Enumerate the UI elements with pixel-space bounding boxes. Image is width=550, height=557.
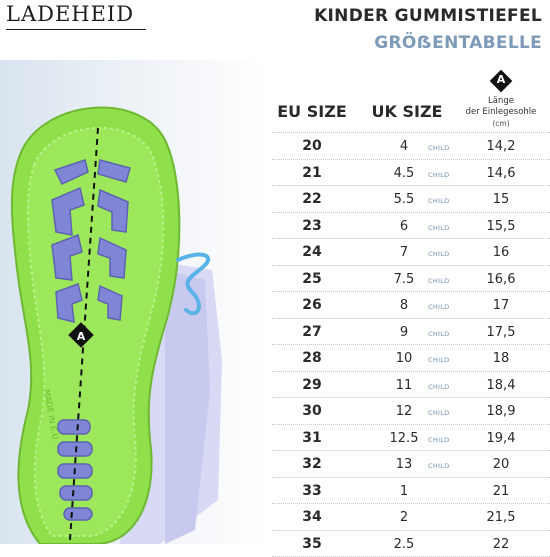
cell-uk-size: 4 — [382, 139, 426, 154]
cell-uk-size: 11 — [382, 378, 426, 393]
boot-sole-image: A MADE IN E.U. — [0, 60, 270, 544]
cell-insole-length: 16,6 — [472, 272, 530, 287]
col-header-uk: UK SIZE — [364, 102, 450, 121]
table-row: 29 11 CHILD 18,4 — [272, 371, 550, 398]
table-row: 23 6 CHILD 15,5 — [272, 212, 550, 239]
table-body: 20 4 CHILD 14,2 21 4.5 CHILD 14,6 22 5.5… — [272, 132, 550, 557]
cell-size-tag: CHILD — [428, 409, 449, 417]
cell-insole-length: 16 — [472, 245, 530, 260]
page-subtitle: GRÖẞENTABELLE — [374, 33, 542, 53]
cell-size-tag: CHILD — [428, 224, 449, 232]
cell-insole-length: 18 — [472, 351, 530, 366]
table-row: 30 12 CHILD 18,9 — [272, 397, 550, 424]
cell-eu-size: 23 — [276, 218, 348, 234]
cell-eu-size: 27 — [276, 324, 348, 340]
cell-eu-size: 29 — [276, 377, 348, 393]
cell-eu-size: 33 — [276, 483, 348, 499]
cell-size-tag: CHILD — [428, 303, 449, 311]
length-unit: (cm) — [452, 118, 550, 129]
cell-size-tag: CHILD — [428, 144, 449, 152]
cell-size-tag: CHILD — [428, 436, 449, 444]
cell-insole-length: 21 — [472, 484, 530, 499]
cell-size-tag: CHILD — [428, 197, 449, 205]
table-row: 26 8 CHILD 17 — [272, 291, 550, 318]
length-label-line2: der Einlegesohle — [452, 107, 550, 118]
cell-uk-size: 13 — [382, 457, 426, 472]
cell-uk-size: 7.5 — [382, 272, 426, 287]
cell-uk-size: 1 — [382, 484, 426, 499]
cell-insole-length: 14,2 — [472, 139, 530, 154]
cell-insole-length: 19,4 — [472, 431, 530, 446]
cell-insole-length: 18,4 — [472, 378, 530, 393]
cell-uk-size: 12 — [382, 404, 426, 419]
cell-eu-size: 26 — [276, 297, 348, 313]
cell-uk-size: 2 — [382, 510, 426, 525]
table-row: 34 2 21,5 — [272, 503, 550, 530]
col-header-eu: EU SIZE — [276, 102, 348, 121]
cell-insole-length: 17 — [472, 298, 530, 313]
cell-eu-size: 34 — [276, 509, 348, 525]
cell-size-tag: CHILD — [428, 250, 449, 258]
cell-eu-size: 32 — [276, 456, 348, 472]
cell-eu-size: 20 — [276, 138, 348, 154]
table-row: 25 7.5 CHILD 16,6 — [272, 265, 550, 292]
svg-text:A: A — [77, 330, 86, 343]
cell-insole-length: 15,5 — [472, 219, 530, 234]
table-header: EU SIZE UK SIZE A Länge der Einlegesohle… — [272, 70, 550, 130]
cell-uk-size: 5.5 — [382, 192, 426, 207]
cell-eu-size: 21 — [276, 165, 348, 181]
table-row: 20 4 CHILD 14,2 — [272, 132, 550, 159]
cell-insole-length: 22 — [472, 537, 530, 552]
marker-a-icon: A — [490, 70, 512, 92]
cell-uk-size: 12.5 — [382, 431, 426, 446]
table-row: 33 1 21 — [272, 477, 550, 504]
cell-uk-size: 8 — [382, 298, 426, 313]
page-title: KINDER GUMMISTIEFEL — [314, 6, 542, 26]
table-row: 24 7 CHILD 16 — [272, 238, 550, 265]
cell-insole-length: 15 — [472, 192, 530, 207]
cell-size-tag: CHILD — [428, 356, 449, 364]
cell-insole-length: 21,5 — [472, 510, 530, 525]
cell-eu-size: 24 — [276, 244, 348, 260]
cell-insole-length: 20 — [472, 457, 530, 472]
cell-eu-size: 22 — [276, 191, 348, 207]
table-row: 27 9 CHILD 17,5 — [272, 318, 550, 345]
cell-insole-length: 14,6 — [472, 166, 530, 181]
table-row: 32 13 CHILD 20 — [272, 450, 550, 477]
cell-uk-size: 6 — [382, 219, 426, 234]
table-row: 28 10 CHILD 18 — [272, 344, 550, 371]
cell-uk-size: 10 — [382, 351, 426, 366]
cell-uk-size: 9 — [382, 325, 426, 340]
brand-logo: LADEHEID — [6, 2, 146, 30]
size-table: EU SIZE UK SIZE A Länge der Einlegesohle… — [272, 70, 550, 130]
cell-uk-size: 4.5 — [382, 166, 426, 181]
cell-size-tag: CHILD — [428, 330, 449, 338]
cell-insole-length: 17,5 — [472, 325, 530, 340]
cell-eu-size: 30 — [276, 403, 348, 419]
cell-eu-size: 25 — [276, 271, 348, 287]
cell-uk-size: 2.5 — [382, 537, 426, 552]
cell-size-tag: CHILD — [428, 383, 449, 391]
cell-eu-size: 28 — [276, 350, 348, 366]
table-row: 22 5.5 CHILD 15 — [272, 185, 550, 212]
cell-size-tag: CHILD — [428, 277, 449, 285]
cell-insole-length: 18,9 — [472, 404, 530, 419]
length-label-line1: Länge — [452, 96, 550, 107]
col-header-length: A Länge der Einlegesohle (cm) — [452, 70, 550, 129]
table-row: 21 4.5 CHILD 14,6 — [272, 159, 550, 186]
table-row: 35 2.5 22 — [272, 530, 550, 557]
cell-size-tag: CHILD — [428, 462, 449, 470]
cell-size-tag: CHILD — [428, 171, 449, 179]
table-row: 31 12.5 CHILD 19,4 — [272, 424, 550, 451]
cell-uk-size: 7 — [382, 245, 426, 260]
cell-eu-size: 31 — [276, 430, 348, 446]
